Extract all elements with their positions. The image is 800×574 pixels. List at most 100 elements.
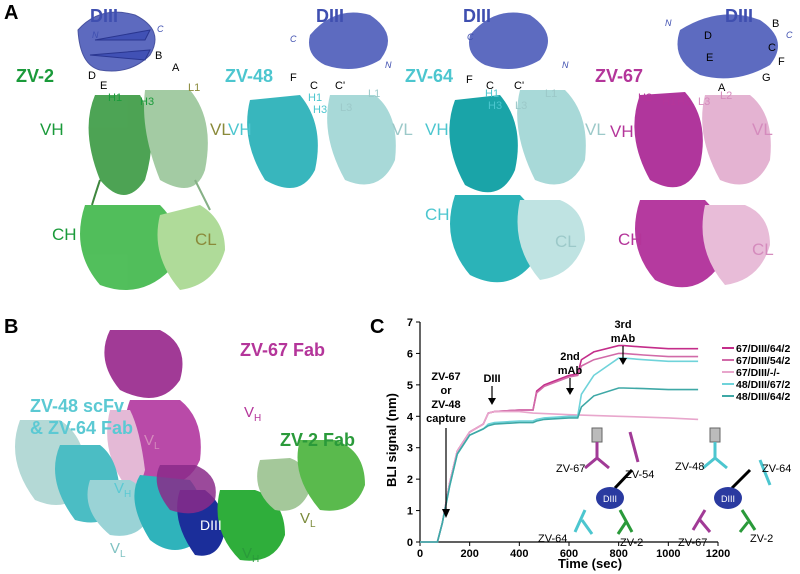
schematic-right-label-zv2: ZV-2 — [750, 533, 773, 545]
x-tick-label: 0 — [417, 548, 423, 560]
zv67-diii-label: DIII — [725, 6, 754, 26]
panel-b-vh-zv67: VH — [244, 404, 262, 424]
panel-b-vl-zv48: VL — [110, 540, 126, 560]
zv67-cdr-h3: H3 — [677, 96, 692, 108]
annotation-third-arrowhead — [619, 358, 627, 365]
schematic-left-label-zv2: ZV-2 — [620, 537, 643, 549]
x-tick-label: 400 — [510, 548, 528, 560]
y-tick-label: 4 — [407, 411, 414, 423]
panel-b-zv67-label: ZV-67 Fab — [240, 340, 326, 360]
zv48-name: ZV-48 — [225, 66, 274, 86]
zv2-strand-e: E — [100, 80, 108, 92]
schematic-right-block — [730, 468, 752, 490]
zv67-vh-label: VH — [610, 122, 634, 141]
zv2-strand-d: D — [88, 70, 96, 82]
zv64-cdr-h1: H1 — [485, 88, 500, 100]
zv64-strand-f: F — [466, 74, 473, 86]
zv64-vh-label: VH — [425, 120, 449, 139]
zv64-cdr-l1: L1 — [545, 88, 558, 100]
schematic-left: DIII ZV-67 ZV-54 ZV-64 ZV-2 — [538, 427, 654, 549]
zv2-cdr-l1: L1 — [188, 82, 201, 94]
panel-b-zv2-label: ZV-2 Fab — [280, 430, 356, 450]
legend-label-3: 48/DIII/67/2 — [736, 379, 790, 391]
zv48-strand-c: C — [310, 80, 318, 92]
y-tick-label: 1 — [407, 506, 413, 518]
zv48-strand-f: F — [290, 72, 297, 84]
schematic-right-diii-label: DIII — [721, 494, 735, 504]
zv67-structure — [634, 14, 778, 288]
zv48-structure — [247, 12, 396, 188]
zv64-strand-c: C — [486, 80, 494, 92]
y-tick-label: 7 — [407, 317, 413, 329]
zv67-cdr-h2: H2 — [638, 92, 653, 104]
schematic-left-label-zv64: ZV-64 — [538, 533, 567, 545]
zv2-cl-label: CL — [195, 230, 217, 249]
annotation-diii-arrowhead — [488, 398, 496, 405]
zv2-diii-label: DIII — [90, 6, 119, 26]
zv67-strand-e: E — [706, 52, 714, 64]
schematic-right-diii — [714, 487, 742, 509]
x-tick-label: 1000 — [656, 548, 680, 560]
zv67-cdr-h1: H1 — [662, 96, 677, 108]
zv64-terminus-c: C — [467, 32, 474, 42]
annotation-third: 3rd — [614, 319, 631, 331]
y-tick-label: 2 — [407, 474, 413, 486]
zv2-fab-ribbon — [80, 90, 225, 290]
schematic-right-capture-mab — [702, 442, 728, 470]
zv64-structure — [449, 12, 586, 283]
annotation-second: 2nd — [560, 351, 580, 363]
x-tick-label: 800 — [609, 548, 627, 560]
zv64-ch-label: CH — [425, 205, 450, 224]
zv64-cdr-l3: L3 — [515, 100, 528, 112]
zv67-strand-c: C — [768, 42, 776, 54]
chart-legend: 67/DIII/64/267/DIII/54/267/DIII/-/-48/DI… — [722, 343, 790, 403]
zv2-vh-label: VH — [40, 120, 64, 139]
zv64-strand-cprime: C' — [514, 80, 525, 92]
schematic-left-diii — [596, 487, 624, 509]
panel-b-vl-zv2: VL — [300, 510, 316, 530]
chart-xlabel: Time (sec) — [558, 556, 622, 571]
schematic-left-zv64 — [573, 509, 594, 535]
schematic-left-sensor — [591, 427, 603, 443]
zv48-cdr-h3: H3 — [313, 104, 328, 116]
zv67-ch-label: CH — [618, 230, 643, 249]
schematic-left-block — [613, 468, 634, 490]
zv64-cdr-h3: H3 — [488, 100, 503, 112]
zv2-terminus-n: N — [92, 30, 99, 40]
zv2-structure — [77, 11, 225, 290]
panel-a-letter: A — [4, 2, 19, 24]
chart-annotations: ZV-67 or ZV-48 capture DIII 2nd mAb 3rd … — [426, 319, 635, 518]
zv64-diii-label: DIII — [463, 6, 492, 26]
zv64-terminus-n: N — [562, 60, 569, 70]
x-tick-label: 600 — [560, 548, 578, 560]
schematic-left-label-zv67: ZV-67 — [556, 463, 585, 475]
zv67-strand-b: B — [772, 18, 780, 30]
zv64-name: ZV-64 — [405, 66, 454, 86]
zv48-vl-label: VL — [392, 120, 413, 139]
zv48-cdr-l1: L1 — [368, 88, 381, 100]
panel-c-letter: C — [370, 316, 385, 338]
zv67-strand-g: G — [762, 72, 771, 84]
panel-b-diii-label: DIII — [200, 517, 222, 533]
zv48-cdr-h1: H1 — [308, 92, 323, 104]
zv48-terminus-c: C — [290, 34, 297, 44]
zv67-strand-a: A — [718, 82, 726, 94]
annotation-third-sub: mAb — [611, 333, 636, 345]
legend-label-0: 67/DIII/64/2 — [736, 343, 790, 355]
annotation-capture-1: ZV-67 — [431, 371, 460, 383]
annotation-second-sub: mAb — [558, 365, 583, 377]
zv2-ch-label: CH — [52, 225, 77, 244]
zv2-strand-b: B — [155, 50, 163, 62]
zv67-cdr-l3: L3 — [698, 96, 711, 108]
zv48-cdr-l3: L3 — [340, 102, 353, 114]
panel-b-letter: B — [4, 316, 19, 338]
panel-b-complex — [15, 330, 365, 561]
schematic-right-label-zv64: ZV-64 — [762, 463, 791, 475]
panel-b-zv48-label-line2: & ZV-64 Fab — [30, 418, 134, 438]
zv67-cdr-l2: L2 — [720, 90, 733, 102]
schematic-left-capture-mab — [584, 442, 610, 470]
schematic-right-zv64 — [758, 459, 772, 486]
zv67-terminus-n: N — [665, 18, 672, 28]
panel-b-vh-zv2: VH — [242, 545, 260, 565]
y-tick-label: 0 — [407, 537, 413, 549]
